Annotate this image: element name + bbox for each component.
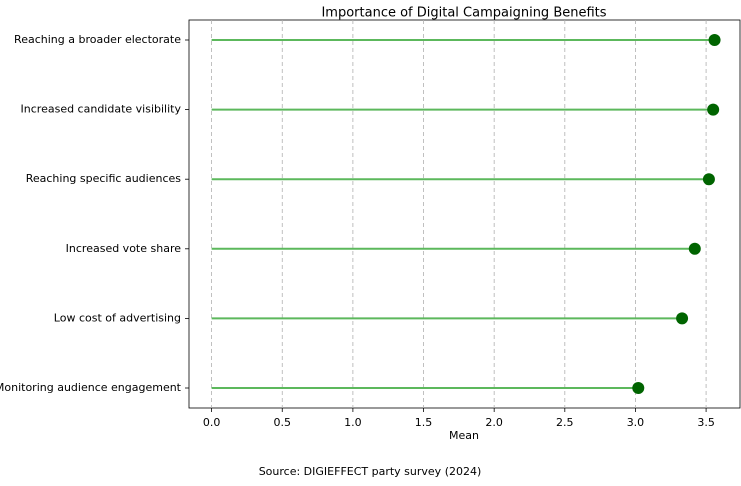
x-tick-label: 0.5 [273,416,291,429]
x-tick-label: 1.0 [344,416,362,429]
x-tick-label: 2.0 [485,416,503,429]
x-tick-label: 1.5 [415,416,433,429]
dot [702,173,715,186]
y-tick-label: Monitoring audience engagement [0,381,182,394]
chart-title: Importance of Digital Campaigning Benefi… [321,6,606,21]
x-tick-label: 0.0 [203,416,221,429]
y-tick-label: Reaching a broader electorate [14,33,181,46]
y-tick-label: Increased candidate visibility [21,103,182,116]
x-tick-label: 3.5 [697,416,715,429]
dot [632,382,645,394]
dot [708,34,721,46]
dot [688,242,701,255]
y-tick-label: Low cost of advertising [54,311,181,324]
plot-frame [188,19,741,409]
x-axis-label: Mean [449,429,479,442]
source-note: Source: DIGIEFFECT party survey (2024) [259,465,482,478]
x-tick-label: 3.0 [627,416,645,429]
y-tick-label: Increased vote share [66,242,182,255]
dot [707,103,720,116]
x-tick-label: 2.5 [556,416,574,429]
y-tick-label: Reaching specific audiences [26,172,182,185]
dot [676,312,689,325]
